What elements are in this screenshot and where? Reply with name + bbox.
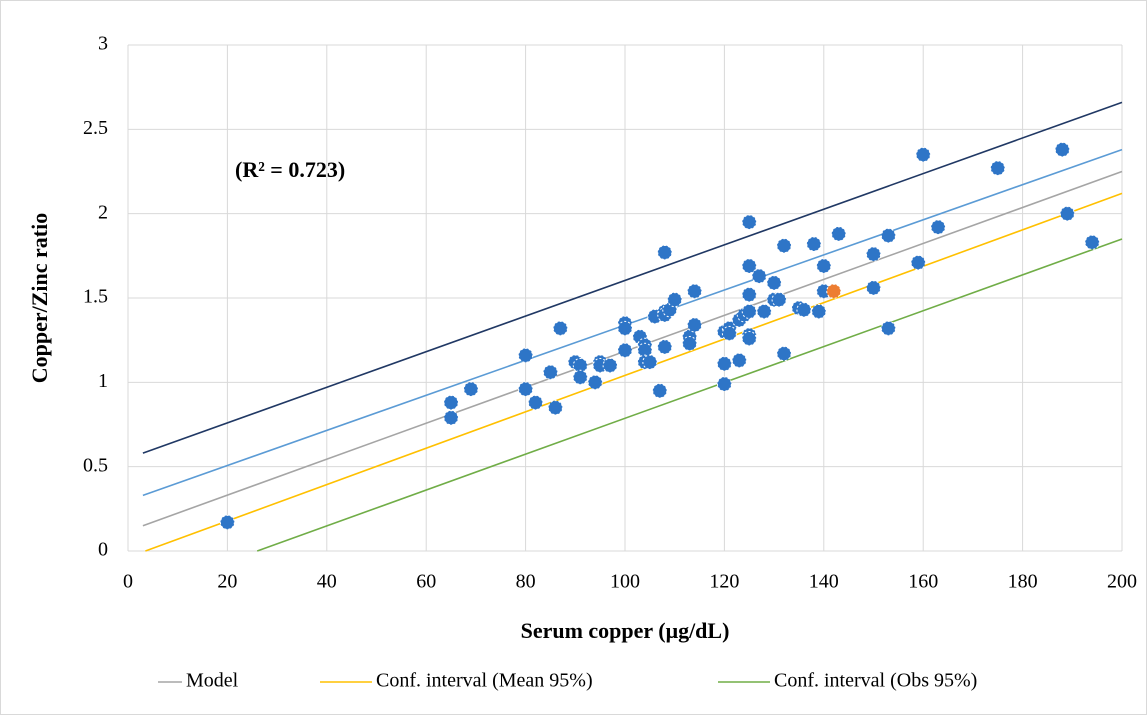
x-tick-label: 180 (1008, 571, 1038, 593)
x-tick-label: 0 (123, 571, 133, 593)
point (1059, 206, 1075, 222)
y-tick-label: 1 (98, 370, 108, 392)
point (826, 283, 842, 299)
point (766, 275, 782, 291)
y-tick-label: 0.5 (83, 454, 108, 476)
point (528, 395, 544, 411)
point (866, 280, 881, 296)
point (572, 357, 588, 373)
point (219, 514, 235, 530)
point (915, 147, 931, 163)
point (741, 258, 757, 274)
point (682, 336, 698, 352)
x-tick-label: 120 (709, 571, 739, 593)
point (542, 364, 558, 380)
point (880, 320, 896, 336)
point (518, 381, 534, 397)
point (687, 283, 703, 299)
point (816, 258, 832, 274)
point (831, 226, 847, 242)
point (443, 395, 459, 411)
point (741, 214, 757, 230)
point (771, 292, 787, 308)
point (741, 330, 757, 346)
point (518, 347, 534, 363)
point (1054, 142, 1070, 158)
point (741, 303, 757, 319)
point (1084, 234, 1100, 250)
point (657, 244, 673, 260)
point (667, 292, 683, 308)
point (552, 320, 568, 336)
legend-label: Conf. interval (Obs 95%) (774, 670, 977, 692)
y-tick-label: 2 (98, 201, 108, 223)
point (776, 346, 792, 362)
x-tick-label: 140 (809, 571, 839, 593)
legend-label: Model (186, 670, 239, 692)
fit-line (142, 148, 1123, 497)
y-tick-label: 1.5 (83, 286, 108, 308)
point (652, 383, 668, 399)
fit-line (145, 192, 1123, 552)
point (990, 160, 1006, 176)
y-tick-label: 0 (98, 539, 108, 561)
fit-line (142, 170, 1123, 527)
x-tick-label: 200 (1107, 571, 1137, 593)
x-tick-label: 20 (217, 571, 237, 593)
x-tick-label: 80 (516, 571, 536, 593)
point (880, 228, 896, 244)
x-tick-label: 160 (908, 571, 938, 593)
legend-label: Conf. interval (Mean 95%) (376, 670, 593, 692)
x-tick-label: 60 (416, 571, 436, 593)
x-tick-label: 40 (317, 571, 337, 593)
point (463, 381, 479, 397)
point (756, 303, 772, 319)
y-axis-title: Copper/Zinc ratio (27, 213, 52, 384)
point (587, 374, 603, 390)
point (741, 287, 757, 303)
y-tick-label: 3 (98, 33, 108, 55)
point (443, 410, 459, 426)
point (687, 317, 703, 333)
point (642, 354, 658, 370)
point (657, 339, 673, 355)
point (796, 302, 812, 318)
x-tick-label: 100 (610, 571, 640, 593)
point (751, 268, 767, 284)
fit-line (256, 238, 1123, 552)
point (731, 352, 747, 368)
point (811, 303, 827, 319)
point (721, 325, 737, 341)
point (866, 246, 881, 262)
point (572, 369, 588, 385)
point (716, 376, 732, 392)
point (910, 255, 926, 271)
x-axis-title: Serum copper (μg/dL) (521, 618, 730, 643)
point (806, 236, 822, 252)
point (602, 357, 618, 373)
fit-line (142, 101, 1123, 454)
point (617, 342, 633, 358)
point (716, 356, 732, 372)
point (776, 238, 792, 254)
point (930, 219, 946, 235)
point (637, 342, 653, 358)
point (547, 400, 563, 416)
point (617, 320, 633, 336)
y-tick-label: 2.5 (83, 117, 108, 139)
annotation: (R² = 0.723) (235, 157, 345, 182)
